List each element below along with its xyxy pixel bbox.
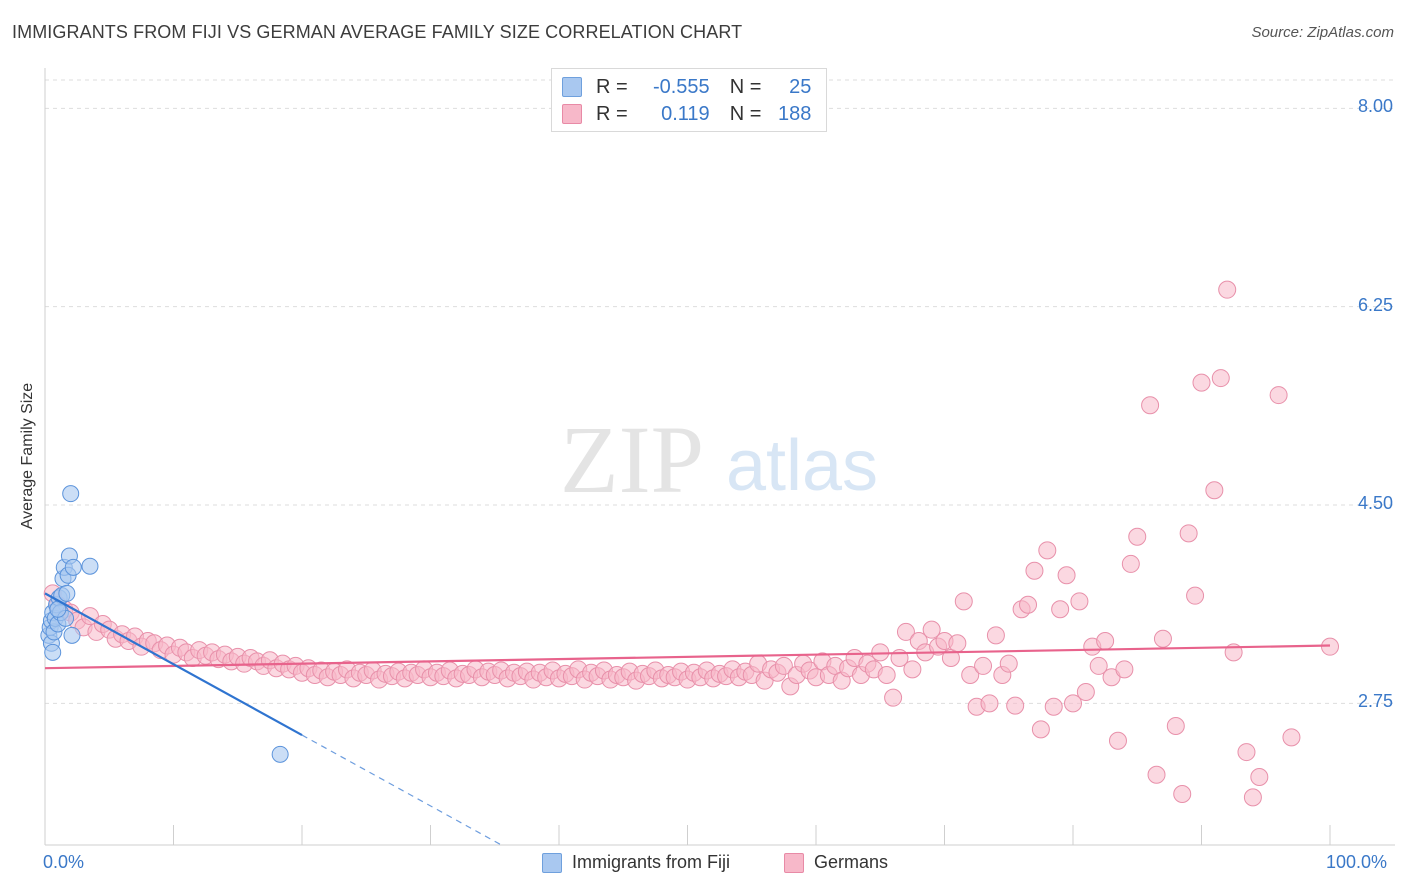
german-point bbox=[1102, 668, 1121, 687]
fiji-swatch bbox=[562, 77, 582, 97]
axes bbox=[44, 68, 1395, 846]
fiji-legend-label: Immigrants from Fiji bbox=[572, 852, 731, 872]
german-point bbox=[903, 660, 922, 679]
german-point bbox=[1019, 595, 1038, 614]
n-label: N = bbox=[729, 102, 762, 125]
german-point bbox=[1031, 720, 1050, 739]
german-point bbox=[1282, 728, 1301, 747]
legend-item-fiji[interactable]: Immigrants from Fiji bbox=[542, 852, 730, 873]
german-point bbox=[1269, 386, 1288, 405]
germans-legend-label: Germans bbox=[814, 852, 889, 872]
legend-row-fiji: R = -0.555 N = 25 bbox=[562, 75, 811, 99]
fiji-point bbox=[64, 558, 82, 576]
german-point bbox=[1243, 788, 1262, 807]
y-tick-label: 6.25 bbox=[1357, 294, 1393, 315]
german-point bbox=[986, 626, 1005, 645]
german-point bbox=[1057, 566, 1076, 585]
german-point bbox=[1070, 592, 1089, 611]
german-point bbox=[1038, 541, 1057, 560]
fiji-point bbox=[271, 745, 289, 763]
german-point bbox=[1173, 785, 1192, 803]
watermark-atlas: atlas bbox=[726, 426, 878, 506]
german-point bbox=[1096, 632, 1115, 650]
german-point bbox=[1128, 527, 1147, 546]
x-tick-label-min: 0.0% bbox=[43, 852, 85, 872]
series-legend: Immigrants from Fiji Germans bbox=[0, 852, 1406, 878]
grid-lines bbox=[45, 79, 1395, 704]
german-point bbox=[1121, 554, 1140, 573]
fiji-point bbox=[58, 584, 76, 602]
german-point bbox=[1064, 694, 1082, 713]
german-point bbox=[1186, 586, 1205, 605]
fiji-trend-line bbox=[44, 592, 303, 737]
watermark-zip: ZIP bbox=[560, 406, 704, 513]
german-point bbox=[980, 694, 999, 713]
german-point bbox=[1192, 373, 1211, 392]
fiji-point bbox=[81, 557, 99, 575]
german-point bbox=[884, 688, 903, 707]
german-point bbox=[1115, 660, 1134, 679]
x-tick-label-max: 100.0% bbox=[1326, 852, 1388, 872]
r-label: R = bbox=[596, 75, 628, 98]
r-value: -0.555 bbox=[652, 75, 710, 98]
germans-points bbox=[43, 280, 1339, 807]
n-value: 188 bbox=[778, 102, 812, 125]
german-point bbox=[961, 666, 980, 684]
german-point bbox=[1153, 629, 1172, 648]
german-point bbox=[948, 634, 967, 653]
german-point bbox=[1076, 683, 1095, 701]
german-point bbox=[1205, 481, 1224, 500]
watermark: ZIP atlas bbox=[560, 406, 878, 513]
correlation-legend: R = -0.555 N = 25 R = 0.119 N = 188 bbox=[551, 68, 827, 132]
german-point bbox=[1141, 396, 1160, 415]
german-point bbox=[922, 620, 941, 639]
german-point bbox=[1237, 743, 1256, 762]
german-point bbox=[1051, 600, 1070, 619]
fiji-points bbox=[40, 485, 289, 763]
german-point bbox=[1006, 696, 1025, 715]
german-point bbox=[1179, 524, 1198, 543]
r-value: 0.119 bbox=[661, 102, 710, 125]
n-value: 25 bbox=[789, 75, 812, 98]
chart-title: IMMIGRANTS FROM FIJI VS GERMAN AVERAGE F… bbox=[12, 22, 743, 42]
german-point bbox=[1218, 280, 1237, 299]
german-point bbox=[1089, 656, 1108, 675]
german-point bbox=[999, 654, 1018, 673]
r-label: R = bbox=[596, 102, 628, 125]
german-point bbox=[954, 592, 973, 611]
german-point bbox=[1250, 768, 1269, 786]
fiji-point bbox=[44, 643, 62, 661]
source-label: Source: ZipAtlas.com bbox=[1251, 24, 1394, 41]
german-point bbox=[1147, 765, 1166, 784]
german-point bbox=[1025, 561, 1044, 580]
y-tick-label: 2.75 bbox=[1357, 691, 1393, 712]
german-point bbox=[1044, 697, 1063, 716]
germans-swatch bbox=[562, 104, 582, 124]
legend-item-germans[interactable]: Germans bbox=[784, 852, 888, 873]
y-tick-label: 8.00 bbox=[1357, 96, 1393, 117]
fiji-point bbox=[63, 626, 81, 644]
german-point bbox=[877, 666, 896, 684]
legend-row-germans: R = 0.119 N = 188 bbox=[562, 102, 811, 126]
fiji-point bbox=[62, 485, 80, 503]
trend-lines bbox=[44, 592, 1331, 846]
germans-legend-swatch bbox=[784, 852, 804, 873]
fiji-trend-extension bbox=[301, 734, 502, 846]
german-point bbox=[774, 656, 793, 675]
german-point bbox=[1211, 369, 1230, 388]
fiji-legend-swatch bbox=[542, 852, 562, 873]
germans-trend-line bbox=[44, 644, 1331, 670]
german-point bbox=[1108, 731, 1127, 750]
y-tick-label: 4.50 bbox=[1357, 493, 1393, 513]
n-label: N = bbox=[729, 75, 762, 98]
german-point bbox=[1166, 717, 1185, 735]
german-point bbox=[896, 622, 915, 641]
german-point bbox=[974, 656, 993, 675]
